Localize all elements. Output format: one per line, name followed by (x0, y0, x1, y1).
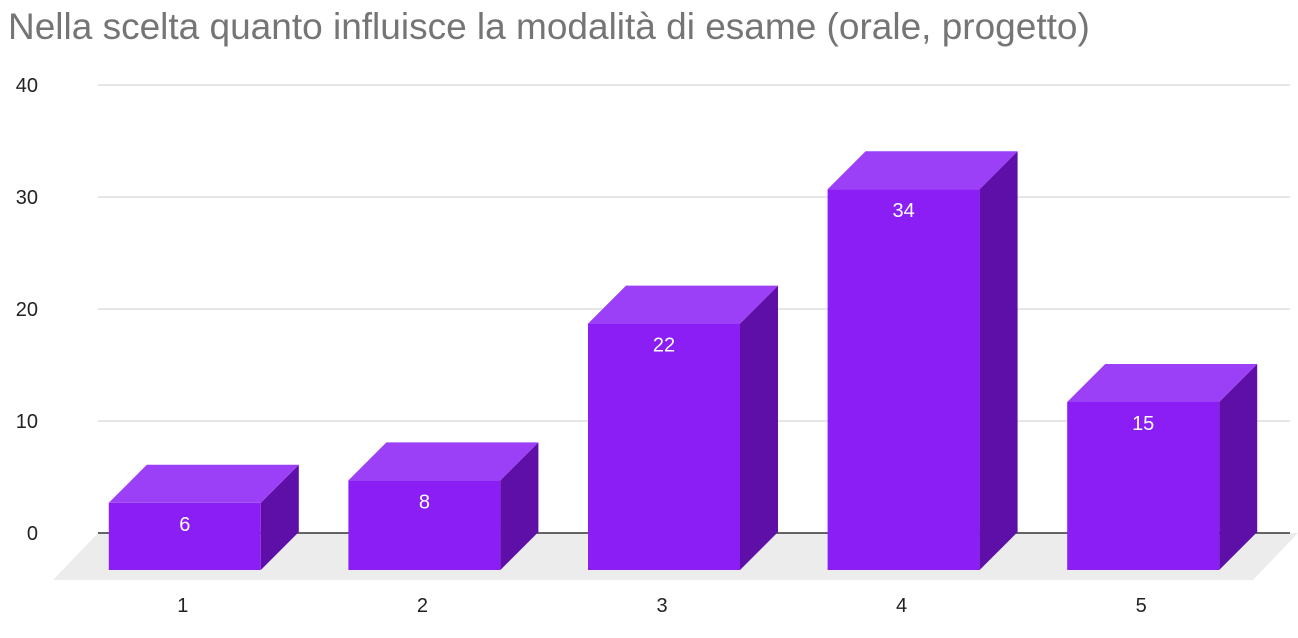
y-tick-label: 10 (16, 411, 38, 433)
bar: 15 (1067, 364, 1258, 570)
bar-top-face (108, 464, 299, 503)
bar-data-label: 15 (1132, 413, 1154, 435)
bar-front-face (1067, 402, 1220, 570)
x-tick-label: 3 (656, 595, 667, 617)
y-tick-label: 20 (16, 299, 38, 321)
x-tick-label: 2 (417, 595, 428, 617)
bar-top-face (1067, 364, 1258, 402)
x-tick-label: 1 (177, 595, 188, 617)
bar: 8 (348, 442, 539, 570)
bar-data-label: 22 (653, 335, 675, 357)
bar-data-label: 8 (419, 491, 430, 513)
bar-side-face (740, 285, 778, 570)
bar-top-face (588, 285, 778, 324)
bar-side-face (260, 464, 299, 570)
bar-top-face (827, 151, 1018, 190)
bar-side-face (1219, 364, 1258, 570)
x-tick-label: 4 (896, 595, 907, 617)
chart-title: Nella scelta quanto influisce la modalit… (8, 6, 1090, 47)
x-axis-ticks: 1 2 3 4 5 (177, 595, 1147, 617)
bar: 22 (588, 285, 778, 570)
bar-front-face (108, 502, 261, 570)
bar-front-face (348, 480, 501, 570)
bar-front-face (588, 323, 740, 570)
x-tick-label: 5 (1136, 595, 1147, 617)
y-tick-label: 0 (27, 523, 38, 545)
bar-side-face (979, 151, 1018, 570)
bar-front-face (827, 189, 980, 570)
bar: 6 (108, 464, 299, 570)
bar-top-face (348, 442, 539, 481)
y-tick-label: 30 (16, 187, 38, 209)
bars: 6 8 22 34 15 (108, 151, 1258, 570)
bar-data-label: 6 (179, 514, 190, 536)
bar-side-face (500, 442, 539, 570)
bar: 34 (827, 151, 1018, 570)
bar-data-label: 34 (892, 200, 914, 222)
y-tick-label: 40 (16, 75, 38, 97)
y-axis-ticks: 0 10 20 30 40 (16, 75, 38, 545)
